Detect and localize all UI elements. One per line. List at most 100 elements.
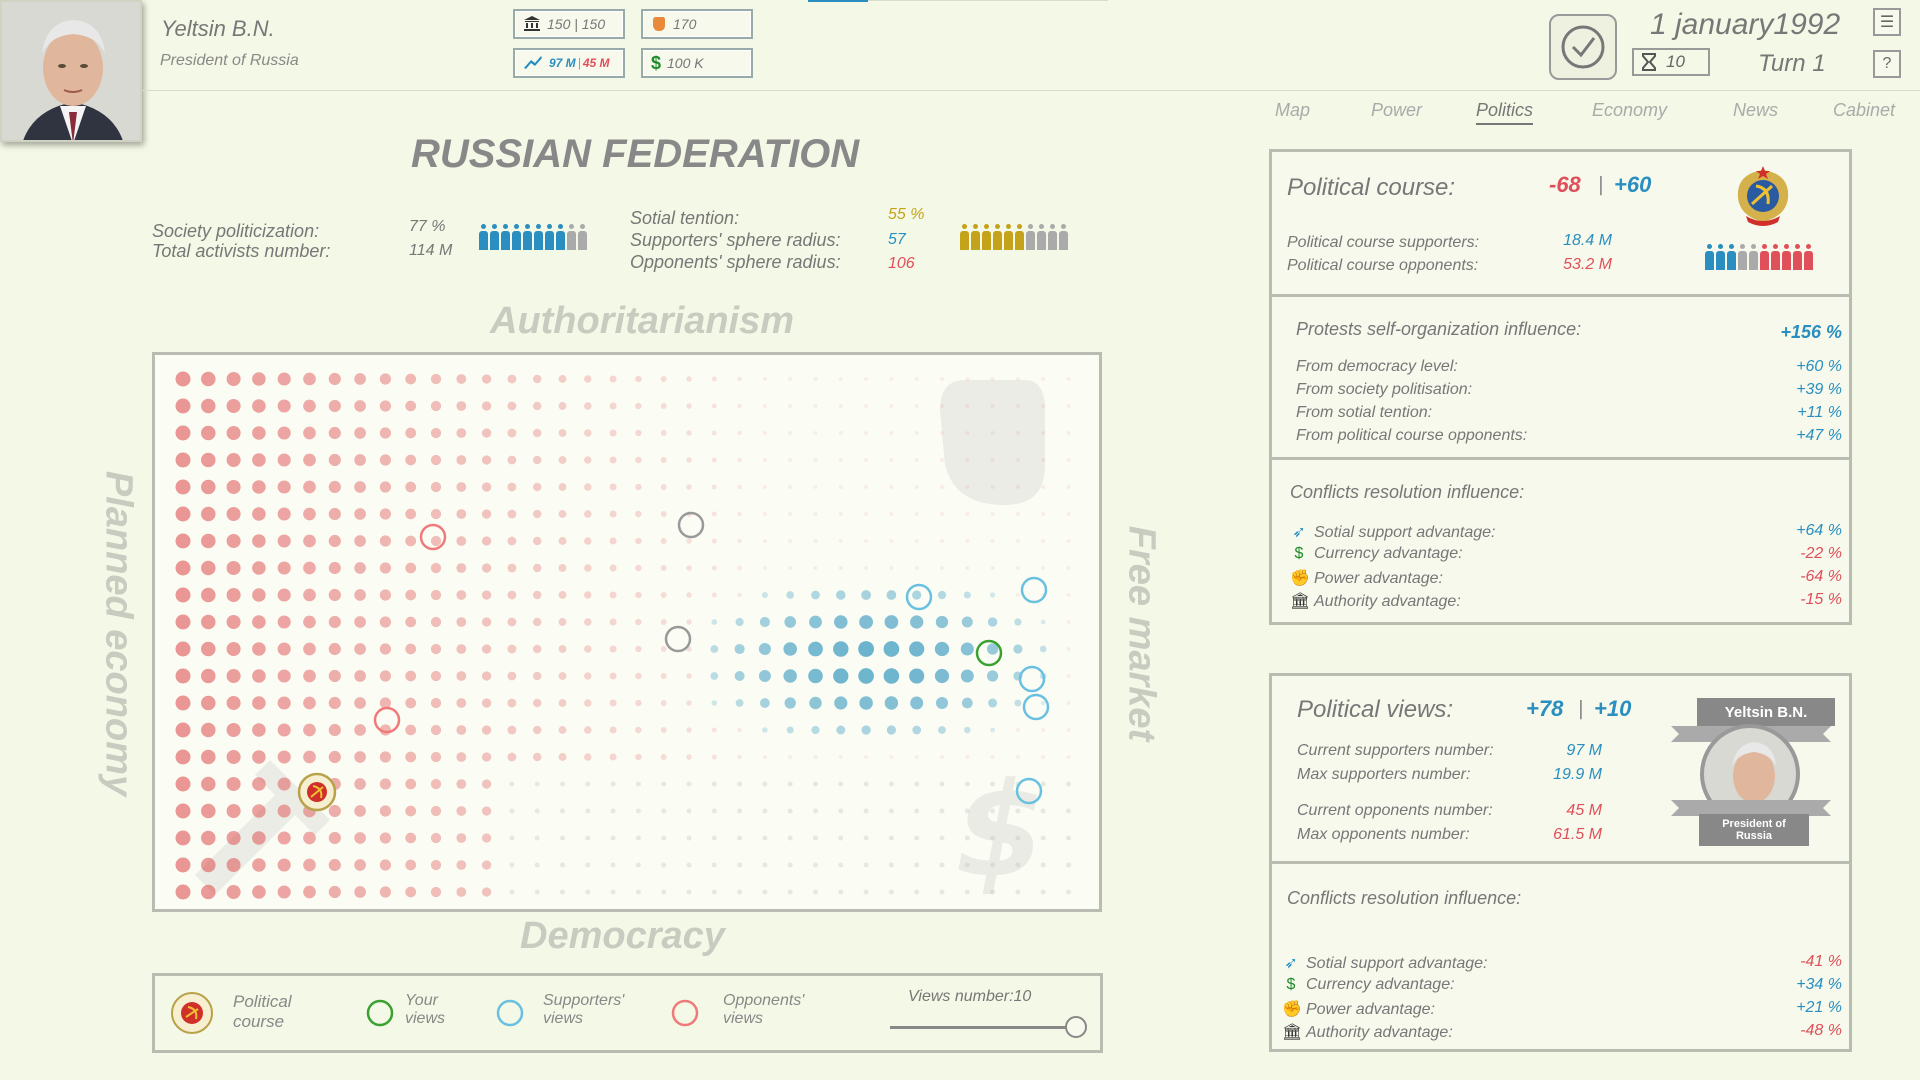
support-icon	[523, 54, 543, 73]
opinion-dot	[610, 862, 616, 868]
opinion-dot	[762, 538, 767, 544]
supporter-view-marker[interactable]	[905, 583, 933, 611]
your-view-marker[interactable]	[975, 639, 1003, 667]
political-course-marker[interactable]	[297, 772, 337, 812]
opinion-dot	[560, 835, 565, 841]
opinion-dot	[175, 830, 191, 846]
protests-row-text: From democracy level:	[1296, 358, 1458, 375]
opinion-dot	[1041, 377, 1046, 381]
opinion-dot	[635, 753, 642, 761]
supporter-view-marker[interactable]	[1022, 693, 1050, 721]
political-field[interactable]: $	[152, 352, 1102, 912]
activists-value: 114 M	[409, 242, 453, 259]
opinion-dot	[762, 727, 768, 733]
opinion-dot	[788, 458, 793, 462]
nav-news[interactable]: News	[1733, 100, 1779, 120]
your-views-icon	[366, 999, 394, 1027]
fist-icon: ✊	[1290, 570, 1310, 587]
opinion-dot	[737, 754, 742, 760]
opinion-dot	[990, 889, 996, 895]
opinion-dot	[584, 510, 592, 518]
dollar-icon: $	[651, 52, 662, 73]
opinion-dot	[1015, 512, 1020, 516]
opinion-dot	[990, 512, 995, 516]
authority-icon: 🏛	[1282, 1024, 1303, 1041]
opinion-dot	[813, 566, 818, 570]
views-slider-handle[interactable]	[1065, 1016, 1087, 1038]
opinion-dot	[226, 452, 241, 468]
opinion-dot	[481, 725, 492, 735]
opinion-dot	[660, 375, 667, 383]
support-separator: |	[577, 56, 581, 70]
opinion-dot	[914, 781, 920, 787]
views-slider-track[interactable]	[890, 1026, 1080, 1029]
currency-stat[interactable]: $ 100 K	[641, 48, 753, 78]
opinion-dot	[584, 537, 592, 545]
nav-power[interactable]: Power	[1371, 100, 1423, 120]
opinion-dot	[838, 458, 843, 462]
opinion-dot	[660, 618, 667, 626]
current-date: 1 january1992	[1650, 8, 1841, 41]
opponent-view-marker[interactable]	[419, 523, 447, 551]
nav-cabinet[interactable]: Cabinet	[1833, 100, 1896, 120]
supporter-view-marker[interactable]	[1015, 777, 1043, 805]
opinion-dot	[584, 645, 592, 653]
opinion-dot	[660, 645, 667, 653]
opinion-dot	[201, 884, 216, 900]
opinion-dot	[986, 670, 999, 682]
currency-value: 100 K	[667, 55, 704, 71]
person-icon	[578, 224, 587, 250]
opinion-dot	[430, 805, 442, 817]
end-turn-button[interactable]	[1549, 14, 1617, 80]
opinion-dot	[1066, 566, 1071, 570]
opinion-dot	[534, 781, 540, 787]
opinion-dot	[909, 641, 925, 657]
opinion-dot	[910, 696, 924, 710]
tension-people-icons	[960, 224, 1068, 250]
help-button[interactable]: ?	[1873, 50, 1901, 78]
support-stat[interactable]: 97 M | 45 M	[513, 48, 625, 78]
power-stat[interactable]: 170	[641, 9, 753, 39]
dollar-icon: $	[1294, 545, 1304, 562]
opponents-radius-label: Opponents' sphere radius:	[630, 252, 841, 272]
nav-politics[interactable]: Politics	[1476, 100, 1534, 125]
opinion-dot	[328, 453, 341, 467]
opinion-dot	[226, 884, 241, 900]
opinion-dot	[252, 804, 266, 818]
opinion-dot	[609, 402, 617, 410]
menu-button[interactable]: ☰	[1873, 8, 1901, 36]
supporter-view-marker[interactable]	[1020, 576, 1048, 604]
opinion-dot	[786, 726, 794, 734]
opinion-dot	[609, 564, 617, 572]
opinion-dot	[686, 781, 692, 787]
leader-portrait[interactable]	[0, 0, 142, 142]
person-icon	[1793, 244, 1802, 270]
opinion-dot	[456, 833, 467, 843]
opinion-dot	[1041, 512, 1046, 516]
opinion-dot	[175, 803, 191, 819]
protests-row-value: +39 %	[1796, 381, 1842, 398]
opinion-dot	[965, 512, 970, 516]
opinion-dot	[226, 371, 241, 387]
neutral-view-marker[interactable]	[677, 511, 705, 539]
nav-map[interactable]: Map	[1275, 100, 1311, 120]
authority-stat[interactable]: 150 | 150	[513, 9, 625, 39]
neutral-view-marker[interactable]	[664, 625, 692, 653]
opponent-view-marker[interactable]	[373, 706, 401, 734]
opinion-dot	[783, 642, 797, 656]
support-icon: ➶	[1284, 955, 1298, 972]
opinion-dot	[864, 512, 869, 516]
supporter-view-marker[interactable]	[1018, 665, 1046, 693]
opinion-dot	[533, 644, 542, 654]
opinion-dot	[686, 673, 692, 679]
opinion-dot	[430, 751, 442, 763]
nav-economy[interactable]: Economy	[1592, 100, 1668, 120]
tension-label: Sotial tention:	[630, 208, 740, 228]
opinion-dot	[585, 808, 591, 814]
opinion-dot	[737, 862, 743, 868]
opinion-dot	[808, 641, 823, 657]
opinion-dot	[660, 402, 667, 410]
opinion-dot	[711, 889, 717, 895]
opinion-dot	[201, 587, 216, 603]
tension-value: 55 %	[888, 206, 925, 223]
